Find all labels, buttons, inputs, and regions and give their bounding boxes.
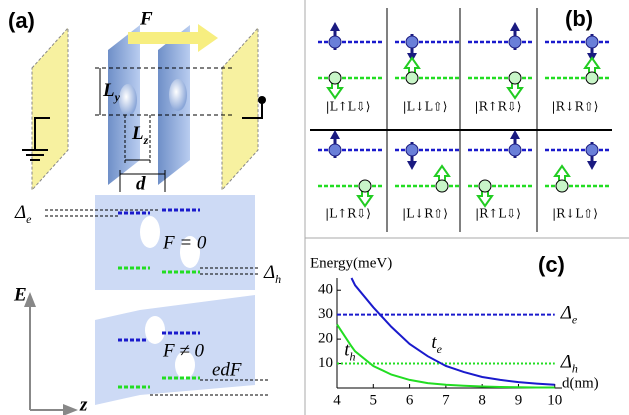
- electron: [329, 144, 341, 156]
- hole: [479, 180, 491, 192]
- dot-center: [169, 79, 187, 111]
- field-label: F = 0: [162, 232, 207, 253]
- dimension-label: d: [136, 173, 146, 194]
- y-tick-label: 20: [318, 331, 333, 347]
- x-tick-label: 5: [370, 392, 378, 408]
- state-label: |R↑L⇩⟩: [475, 207, 521, 221]
- x-tick-label: 6: [406, 392, 414, 408]
- figure: (a) F Ly Lz d Δe F = 0 Δh F ≠ 0 edF E: [0, 0, 629, 415]
- hole: [359, 180, 371, 192]
- state-label: |L↓R⇧⟩: [402, 207, 448, 221]
- state-label: |L↓L⇧⟩: [403, 100, 448, 114]
- label-sub: h: [572, 361, 578, 375]
- y-axis-label: Energy(meV): [310, 255, 392, 271]
- y-tick-label: 30: [318, 306, 333, 322]
- axis-label: z: [79, 394, 88, 415]
- hole: [509, 72, 521, 84]
- hole: [406, 72, 418, 84]
- hole: [586, 72, 598, 84]
- label-sub: h: [350, 349, 356, 363]
- field-label: F ≠ 0: [162, 340, 205, 361]
- electron: [586, 36, 598, 48]
- series-label: te: [431, 332, 442, 355]
- label-main: Δ: [263, 262, 275, 283]
- delta-label: Δh: [263, 262, 281, 285]
- arrowhead: [63, 404, 78, 415]
- x-tick-label: 9: [515, 392, 523, 408]
- label-main: Δ: [560, 352, 572, 373]
- force-label: F: [139, 8, 153, 29]
- electron-spin-head: [510, 130, 520, 139]
- hole: [329, 72, 341, 84]
- electron: [329, 36, 341, 48]
- reference-label: Δh: [560, 352, 578, 375]
- axis-label: E: [13, 284, 27, 305]
- x-tick-label: 7: [442, 392, 450, 408]
- plate: [222, 28, 258, 190]
- state-label: |R↑R⇩⟩: [475, 100, 522, 114]
- label-sub: e: [26, 212, 32, 226]
- barrier: [145, 316, 165, 344]
- electron-spin-head: [510, 22, 520, 31]
- y-tick-label: 10: [318, 355, 333, 371]
- panel-label: (a): [8, 8, 35, 33]
- x-tick-label: 8: [478, 392, 486, 408]
- hole: [436, 180, 448, 192]
- plate: [32, 28, 68, 190]
- shift-label: edF: [212, 359, 242, 380]
- dot-center: [119, 84, 137, 116]
- label-sub: h: [275, 272, 281, 286]
- label-sub: z: [143, 133, 149, 147]
- terminal: [258, 96, 266, 104]
- series-line: [337, 324, 555, 387]
- hole: [556, 180, 568, 192]
- electron: [586, 144, 598, 156]
- series-line: [352, 278, 555, 385]
- x-tick-label: 10: [547, 392, 562, 408]
- electron-spin-head: [330, 130, 340, 139]
- state-label: |L↑L⇩⟩: [326, 100, 371, 114]
- reference-label: Δe: [560, 303, 578, 326]
- panel-label: (c): [538, 252, 565, 277]
- electron-spin-head: [407, 161, 417, 170]
- label-sub: e: [572, 312, 578, 326]
- state-label: |L↑R⇩⟩: [325, 207, 371, 221]
- label-main: Δ: [14, 202, 26, 223]
- x-tick-label: 4: [333, 392, 341, 408]
- label-sub: y: [113, 90, 121, 104]
- electron-spin-head: [330, 22, 340, 31]
- y-tick-label: 40: [318, 282, 333, 298]
- label-main: L: [102, 80, 115, 101]
- x-axis-label: d(nm): [562, 375, 599, 391]
- electron: [509, 36, 521, 48]
- electron: [509, 144, 521, 156]
- electron: [406, 36, 418, 48]
- electron: [406, 144, 418, 156]
- panel-label: (b): [565, 6, 593, 31]
- dimension-label: Lz: [131, 123, 149, 146]
- state-label: |R↓L⇧⟩: [552, 207, 598, 221]
- delta-label: Δe: [14, 202, 32, 225]
- barrier: [140, 216, 160, 248]
- label-main: Δ: [560, 303, 572, 324]
- electron-spin-head: [587, 161, 597, 170]
- label-main: L: [131, 123, 144, 144]
- state-label: |R↓R⇧⟩: [552, 100, 599, 114]
- label-sub: e: [437, 342, 443, 356]
